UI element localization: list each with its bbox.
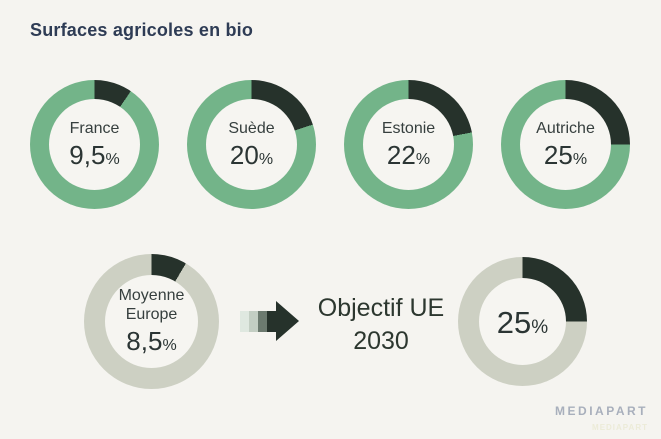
donut-france-center: France 9,5%	[49, 99, 140, 190]
donut-france-label: France	[69, 119, 120, 137]
arrow-segment	[240, 310, 249, 332]
donut-suede-label: Suède	[228, 119, 275, 137]
objective-line2: 2030	[353, 327, 409, 355]
mediapart-watermark: MEDIAPART	[592, 423, 648, 432]
donut-france: France 9,5%	[30, 80, 159, 209]
donut-suede-center: Suède 20%	[206, 99, 297, 190]
donut-moyenne-europe-value: 8,5%	[126, 326, 176, 357]
arrow-tail	[240, 310, 276, 332]
objective-text: Objectif UE 2030	[300, 292, 462, 358]
donut-suede: Suède 20%	[187, 80, 316, 209]
donut-suede-value-unit: %	[258, 150, 274, 168]
donut-autriche-center: Autriche 25%	[520, 99, 611, 190]
donut-moyenne-europe-value-number: 8,5	[126, 326, 163, 356]
donut-estonie-label: Estonie	[381, 119, 436, 137]
donut-autriche-value-number: 25	[543, 139, 573, 170]
donut-objectif-value-number: 25	[496, 304, 532, 340]
arrow-segment	[249, 310, 258, 332]
donut-moyenne-europe-label-line1: Moyenne	[118, 287, 185, 304]
donut-autriche-value: 25%	[544, 140, 587, 171]
donut-estonie: Estonie 22%	[344, 80, 473, 209]
arrow	[240, 301, 299, 341]
donut-autriche: Autriche 25%	[501, 80, 630, 209]
donut-suede-value-number: 20	[229, 139, 259, 170]
donut-suede-value: 20%	[230, 140, 273, 171]
donut-moyenne-europe-value-unit: %	[162, 337, 177, 354]
donut-autriche-label: Autriche	[536, 119, 595, 137]
donut-estonie-value-number: 22	[386, 139, 416, 170]
donut-objectif-value: 25%	[497, 305, 548, 341]
donut-france-value: 9,5%	[69, 140, 119, 171]
donut-estonie-value: 22%	[387, 140, 430, 171]
page-title: Surfaces agricoles en bio	[30, 20, 254, 40]
donut-autriche-value-unit: %	[572, 150, 588, 168]
arrow-segment	[267, 310, 276, 332]
donut-moyenne-europe-label-line2: Europe	[125, 306, 178, 323]
donut-objectif: 25%	[458, 257, 587, 386]
arrow-head-icon	[276, 301, 299, 341]
donut-moyenne-europe-center: Moyenne Europe 8,5%	[105, 275, 198, 368]
donut-estonie-center: Estonie 22%	[363, 99, 454, 190]
objective-line1: Objectif UE	[317, 294, 445, 322]
donut-estonie-value-unit: %	[415, 150, 431, 168]
donut-france-value-unit: %	[105, 150, 120, 168]
donut-objectif-value-unit: %	[531, 316, 549, 338]
donut-france-value-number: 9,5	[69, 139, 106, 170]
donut-moyenne-europe: Moyenne Europe 8,5%	[84, 254, 219, 389]
mediapart-logo: MEDIAPART	[555, 404, 648, 418]
arrow-segment	[258, 310, 267, 332]
donut-objectif-center: 25%	[479, 278, 566, 365]
